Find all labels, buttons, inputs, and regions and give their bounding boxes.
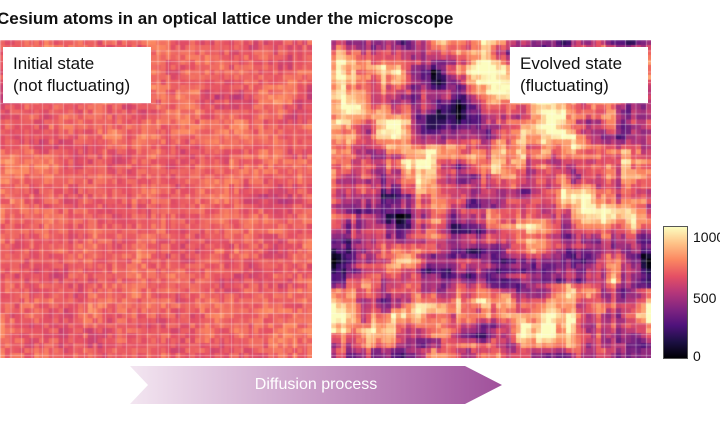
evolved-state-label: Evolved state (fluctuating) <box>510 47 648 103</box>
colorbar <box>663 226 688 359</box>
colorbar-tick-500: 500 <box>693 290 717 306</box>
colorbar-tick-0: 0 <box>693 348 701 364</box>
label-line: Initial state <box>13 54 95 73</box>
label-line: (fluctuating) <box>520 76 609 95</box>
label-line: (not fluctuating) <box>13 76 131 95</box>
diffusion-arrow: Diffusion process <box>130 366 502 404</box>
arrow-label: Diffusion process <box>254 376 378 393</box>
arrow-shape <box>130 366 502 404</box>
colorbar-tick-1000: 1000 <box>693 229 720 245</box>
label-line: Evolved state <box>520 54 623 73</box>
initial-state-label: Initial state (not fluctuating) <box>3 47 151 103</box>
figure-title: Cesium atoms in an optical lattice under… <box>0 9 454 28</box>
